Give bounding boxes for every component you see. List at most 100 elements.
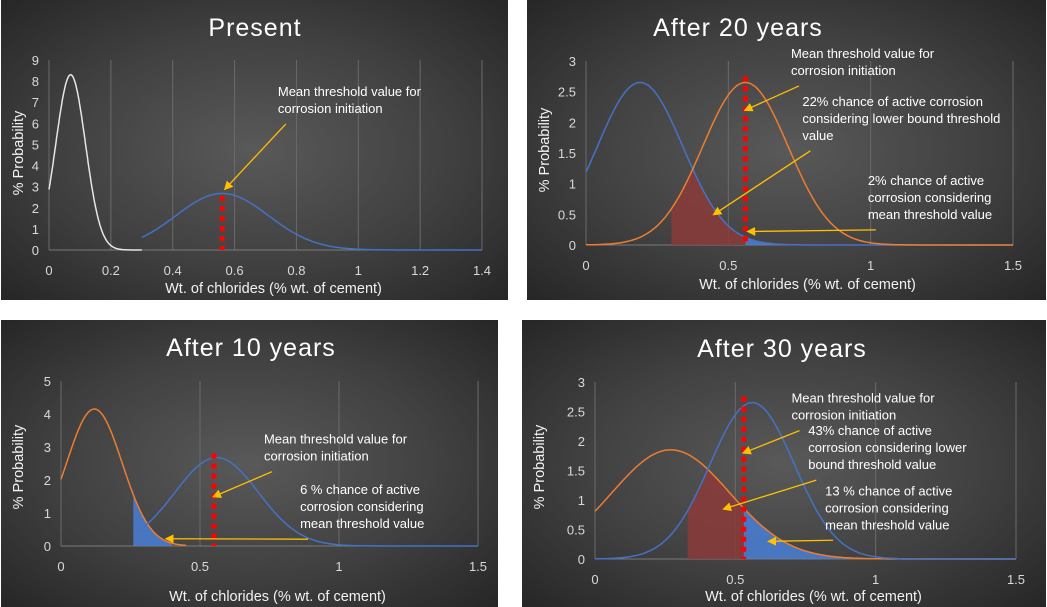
y-tick-label: 0 [578,552,585,567]
annotation-line: 2% chance of active [868,173,984,188]
y-axis-title: % Probability [532,424,548,509]
y-tick-label: 0 [44,539,51,554]
x-tick-label: 0.6 [226,263,244,278]
annotation-text: 22% chance of active corrosion considerin… [802,94,1000,143]
annotation-arrow [767,536,834,546]
annotation-line: mean threshold value [825,517,949,532]
y-axis-title: % Probability [11,110,27,195]
x-tick-label: 1 [335,559,342,574]
y-tick-label: 3 [44,440,51,455]
x-tick-label: 1.5 [1004,258,1022,273]
annotation-line: value [802,128,833,143]
annotation-line: corrosion initiation [278,101,383,116]
y-tick-label: 1 [578,493,585,508]
annotation-line: corrosion initiation [791,408,896,423]
chart-svg-after-10-years: After 10 years 0 0.5 1 1.5 0 1 2 3 4 5 Mean thresho… [11,334,487,605]
annotation-text: Mean threshold value for corrosion initia… [264,432,408,464]
x-tick-label: 1.5 [469,559,487,574]
annotation-line: corrosion considering [868,190,992,205]
x-tick-label: 1.4 [473,263,491,278]
chart-title: After 10 years [166,334,336,362]
x-tick-label: 0.2 [102,263,120,278]
y-tick-label: 1 [32,222,39,237]
chart-panel-after-20-years: After 20 years 0 0.5 1 1.5 0 0.5 1 1.5 2 2.5 3 Mean … [527,0,1046,300]
y-tick-label: 9 [32,53,39,68]
annotation-text: 43% chance of active corrosion considerin… [808,423,967,472]
annotation-line: corrosion considering [300,499,424,514]
x-tick-label: 0.5 [191,559,209,574]
annotation-line: 13 % chance of active [825,483,952,498]
y-tick-label: 6 [32,116,39,131]
x-tick-label: 0.8 [287,263,305,278]
annotation-text: 13 % chance of active corrosion consideri… [825,483,952,532]
y-tick-label: 4 [44,407,51,422]
y-axis-title: % Probability [537,107,553,192]
x-axis-title: Wt. of chlorides (% wt. of cement) [699,277,916,293]
annotation-line: corrosion initiation [264,449,369,464]
y-tick-label: 8 [32,74,39,89]
x-tick-label: 1 [872,572,879,587]
annotation-line: Mean threshold value for [278,84,422,99]
annotation-arrow [712,150,811,216]
annotation-line: 22% chance of active corrosion [802,94,983,109]
y-tick-label: 0 [32,243,39,258]
shaded-probability-area [687,469,744,559]
y-tick-label: 0.5 [567,523,585,538]
y-tick-label: 2 [44,473,51,488]
chart-svg-after-30-years: After 30 years 0 0.5 1 1.5 0 0.5 1 1.5 2 2.5 3 Mean … [532,335,1025,605]
annotation-line: Mean threshold value for [791,391,935,406]
distribution-curve [48,74,142,251]
annotation-line: corrosion considering [825,500,949,515]
y-tick-label: 3 [569,54,576,69]
shaded-probability-area [133,494,173,546]
y-tick-label: 5 [44,374,51,389]
x-axis-title: Wt. of chlorides (% wt. of cement) [705,589,922,605]
chart-svg-present: Present 0 0.2 0.4 0.6 0.8 1 1.2 1.4 0 1 2 3 4 5 6 7 8 9 Mea… [11,14,491,297]
annotation-line: Mean threshold value for [791,46,935,61]
y-tick-label: 2 [32,201,39,216]
annotation-text: 6 % chance of active corrosion considerin… [300,482,424,531]
y-tick-label: 4 [32,159,39,174]
distribution-curve [594,401,1016,560]
x-tick-label: 0.5 [719,258,737,273]
x-tick-label: 0 [591,572,598,587]
annotation-arrow [212,471,273,498]
x-axis-title: Wt. of chlorides (% wt. of cement) [165,281,382,297]
x-tick-label: 0 [45,263,52,278]
annotation-line: corrosion considering lower [808,440,967,455]
distribution-curve [138,456,478,547]
y-tick-label: 5 [32,137,39,152]
annotation-text: Mean threshold value for corrosion initia… [278,84,422,116]
x-tick-label: 1 [355,263,362,278]
shaded-probability-area [745,237,809,245]
chart-title: After 20 years [653,14,823,42]
x-tick-label: 1.5 [1007,572,1025,587]
annotation-line: bound threshold value [808,457,936,472]
distribution-curve [141,192,482,251]
y-tick-label: 1.5 [558,146,576,161]
y-tick-label: 1 [44,506,51,521]
y-tick-label: 0.5 [558,207,576,222]
x-tick-label: 0.4 [164,263,182,278]
annotation-line: mean threshold value [868,207,992,222]
chart-svg-after-20-years: After 20 years 0 0.5 1 1.5 0 0.5 1 1.5 2 2.5 3 Mean … [537,14,1022,293]
annotation-arrow [743,85,800,112]
y-tick-label: 3 [32,180,39,195]
distribution-curve [60,408,187,547]
x-tick-label: 0.5 [726,572,744,587]
x-tick-label: 1.2 [411,263,429,278]
annotation-line: 43% chance of active [808,423,932,438]
chart-title: Present [208,14,301,42]
annotation-text: Mean threshold value for corrosion initia… [791,391,935,423]
chart-panel-after-10-years: After 10 years 0 0.5 1 1.5 0 1 2 3 4 5 Mean thresho… [1,320,498,607]
y-tick-label: 1 [569,177,576,192]
chart-panel-after-30-years: After 30 years 0 0.5 1 1.5 0 0.5 1 1.5 2 2.5 3 Mean … [522,320,1046,607]
annotation-arrow [223,123,287,191]
y-tick-label: 2.5 [558,85,576,100]
y-axis-title: % Probability [11,424,27,509]
annotation-line: 6 % chance of active [300,482,420,497]
annotation-arrow [746,226,876,236]
annotation-arrow [722,479,817,512]
x-tick-label: 0 [57,559,64,574]
annotation-arrow [741,430,800,455]
